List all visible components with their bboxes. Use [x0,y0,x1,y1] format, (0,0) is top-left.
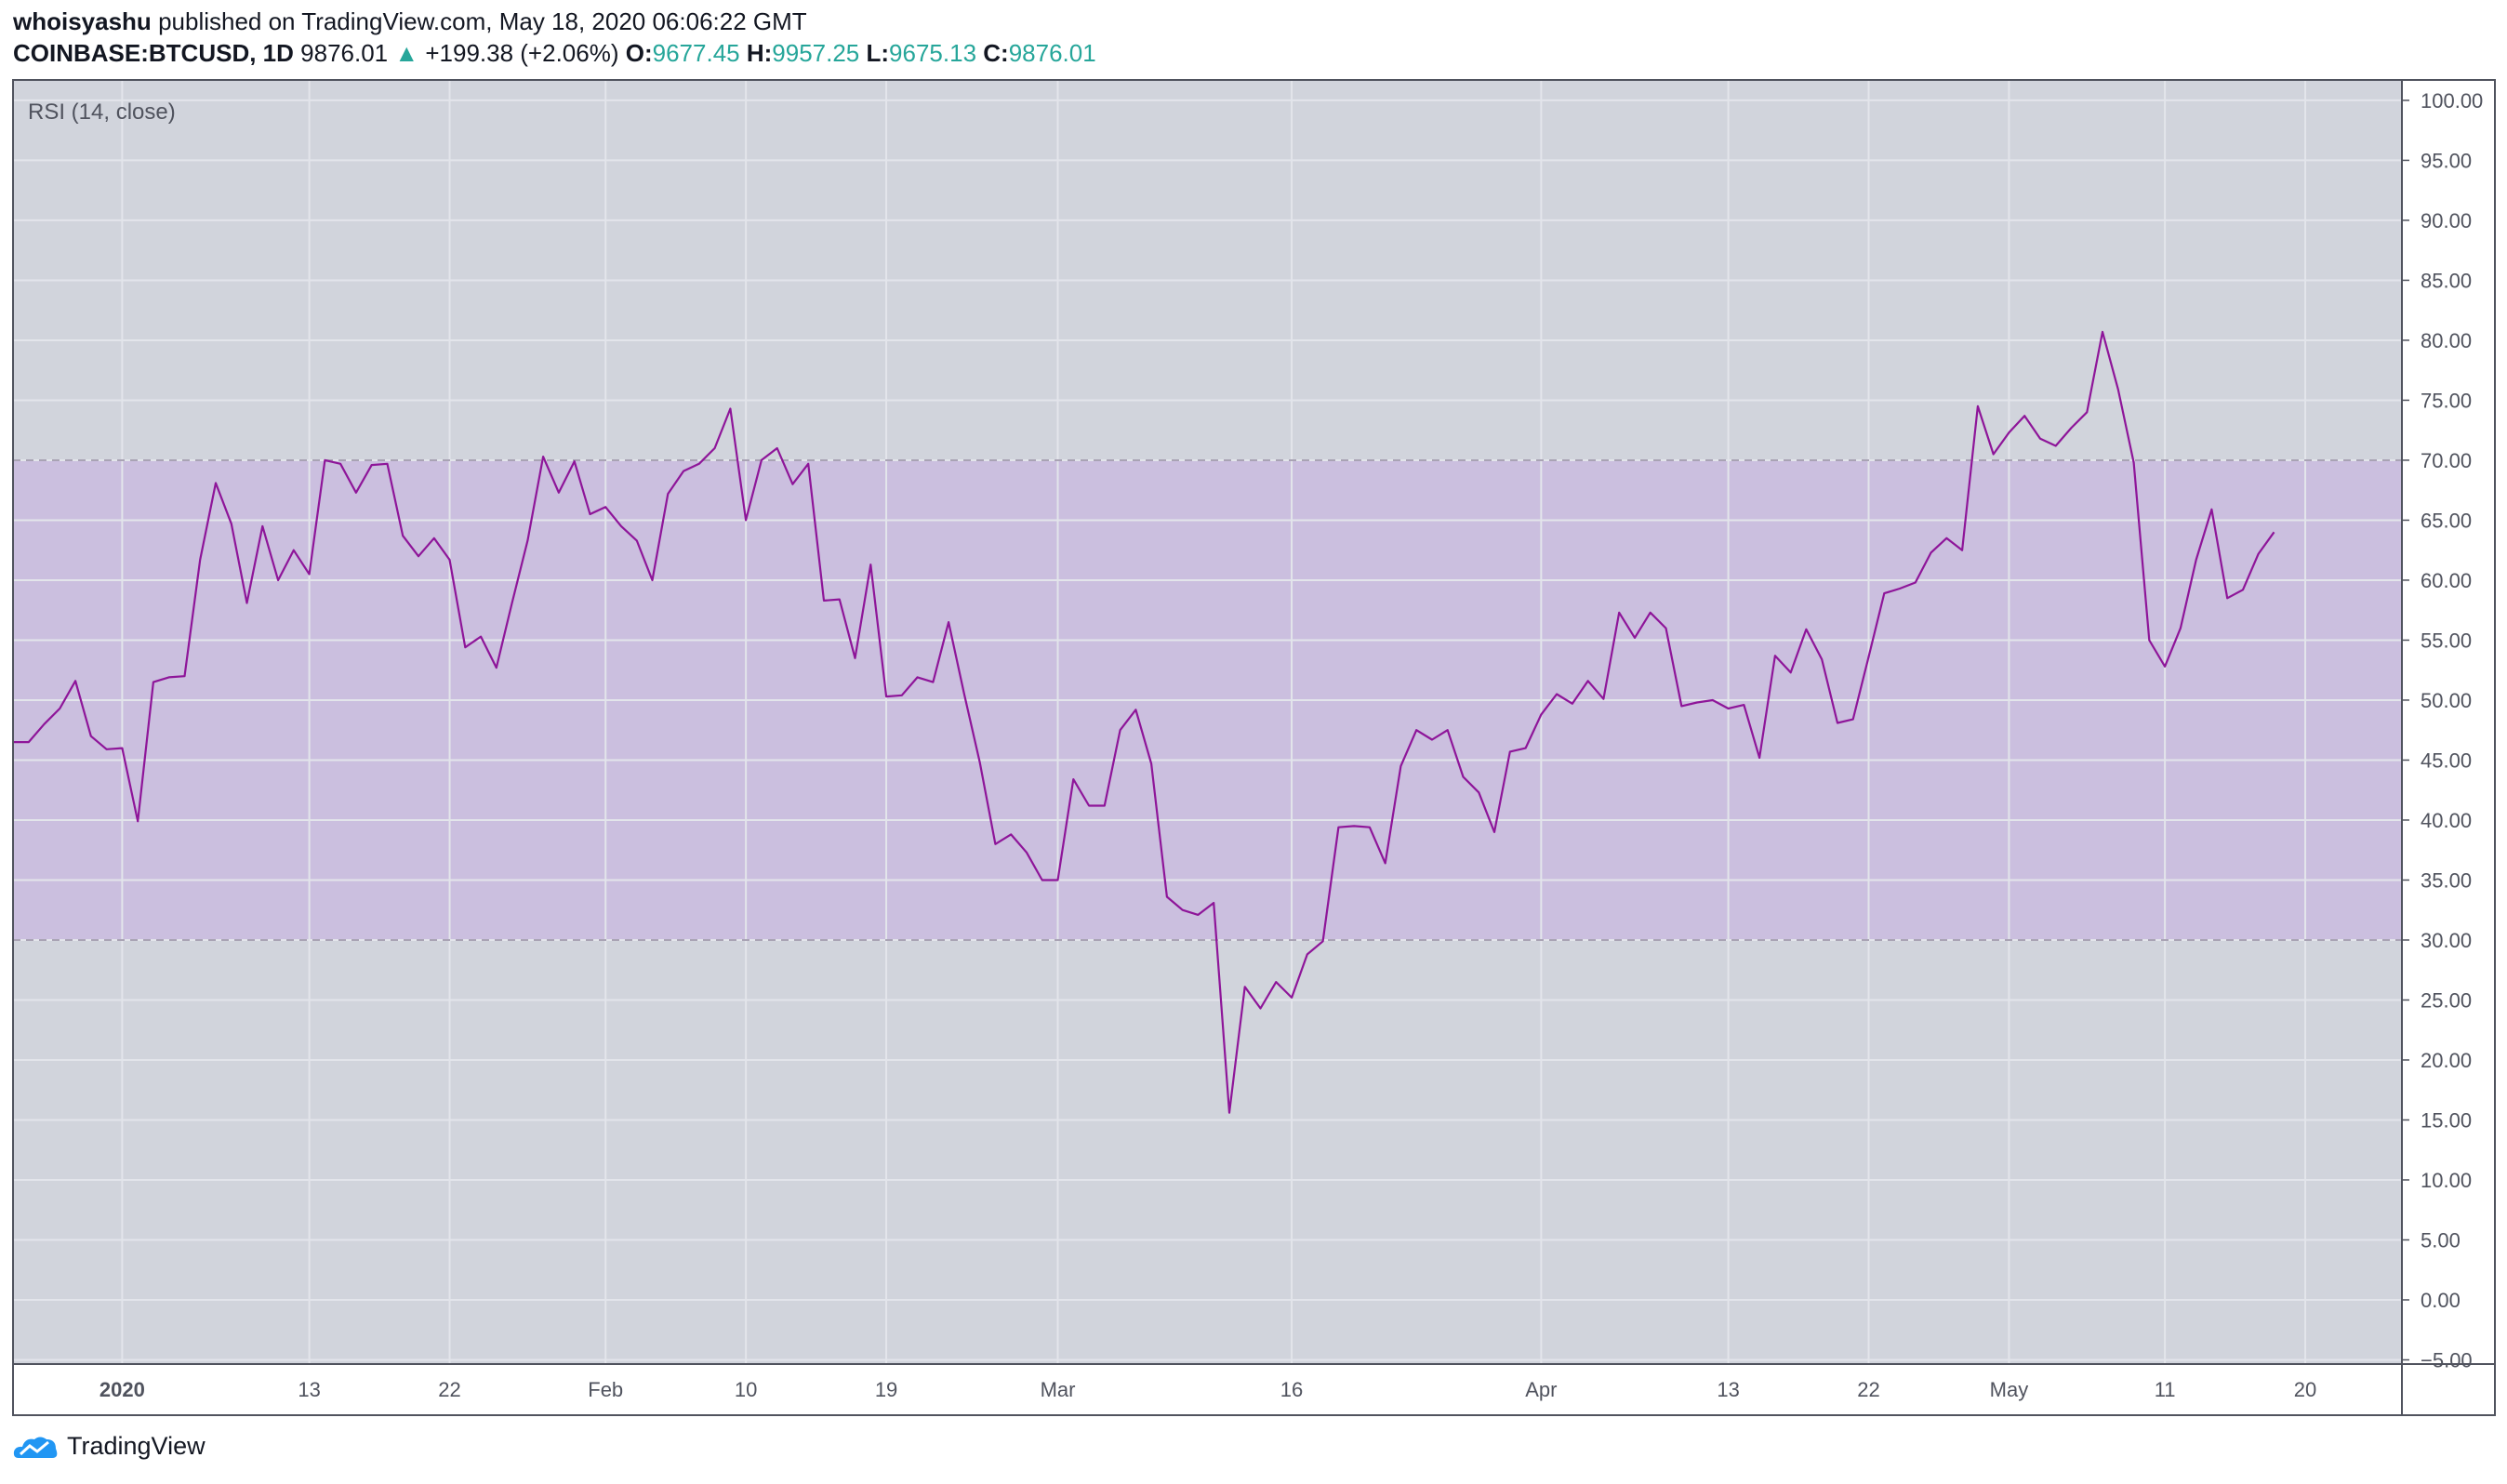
open-label: O: [625,39,653,67]
y-tick-label: 55.00 [2421,629,2472,652]
brand-name: TradingView [67,1432,206,1460]
x-tick-label: 20 [2294,1378,2316,1401]
tradingview-cloud-icon [13,1437,58,1458]
up-triangle-icon: ▲ [394,39,419,67]
close-label: C: [983,39,1009,67]
y-tick-label: 15.00 [2421,1108,2472,1132]
symbol-legend: COINBASE:BTCUSD, 1D 9876.01 ▲ +199.38 (+… [13,39,1096,68]
y-tick-label: 65.00 [2421,509,2472,532]
rsi-line [13,330,2275,1114]
y-tick-label: 75.00 [2421,389,2472,412]
y-tick-label: 45.00 [2421,749,2472,772]
x-tick-label: 13 [298,1378,320,1401]
y-tick-label: 40.00 [2421,809,2472,832]
high-value: 9957.25 [772,39,860,67]
y-tick-label: 100.00 [2421,89,2483,113]
y-tick-label: 95.00 [2421,149,2472,172]
y-tick-label: 60.00 [2421,569,2472,592]
x-tick-label: 16 [1280,1378,1303,1401]
x-tick-label: 19 [875,1378,897,1401]
y-tick-label: 5.00 [2421,1228,2461,1252]
y-tick-label: 70.00 [2421,449,2472,472]
y-tick-label: 80.00 [2421,329,2472,352]
price-change: +199.38 (+2.06%) [425,39,619,67]
last-price: 9876.01 [300,39,389,67]
y-tick-label: 90.00 [2421,209,2472,232]
y-tick-label: 20.00 [2421,1049,2472,1072]
x-tick-label: 22 [438,1378,460,1401]
open-value: 9677.45 [652,39,740,67]
y-tick-label: 30.00 [2421,929,2472,952]
publish-text: published on TradingView.com, May 18, 20… [158,7,807,35]
x-tick-label: Mar [1041,1378,1076,1401]
x-tick-label: Apr [1525,1378,1557,1401]
low-label: L: [866,39,890,67]
x-tick-label: 22 [1857,1378,1879,1401]
publish-info: whoisyashu published on TradingView.com,… [13,7,807,36]
low-value: 9675.13 [889,39,977,67]
y-tick-label: 35.00 [2421,868,2472,892]
y-tick-label: 50.00 [2421,689,2472,712]
author-name[interactable]: whoisyashu [13,7,152,35]
x-tick-label: Feb [588,1378,623,1401]
chart-border [12,79,2496,1416]
close-value: 9876.01 [1008,39,1096,67]
symbol-name: COINBASE:BTCUSD, 1D [13,39,294,67]
indicator-title: RSI (14, close) [28,99,176,125]
tradingview-logo[interactable]: TradingView [13,1432,206,1461]
x-tick-label: 13 [1717,1378,1739,1401]
y-tick-label: 85.00 [2421,269,2472,292]
high-label: H: [746,39,773,67]
y-tick-label: 0.00 [2421,1289,2461,1312]
x-tick-label: May [1990,1378,2029,1401]
y-tick-label: −5.00 [2421,1348,2473,1371]
y-tick-label: 10.00 [2421,1169,2472,1192]
x-tick-label: 10 [735,1378,757,1401]
x-tick-label: 2020 [99,1378,145,1401]
x-tick-label: 11 [2155,1378,2176,1401]
y-tick-label: 25.00 [2421,988,2472,1012]
